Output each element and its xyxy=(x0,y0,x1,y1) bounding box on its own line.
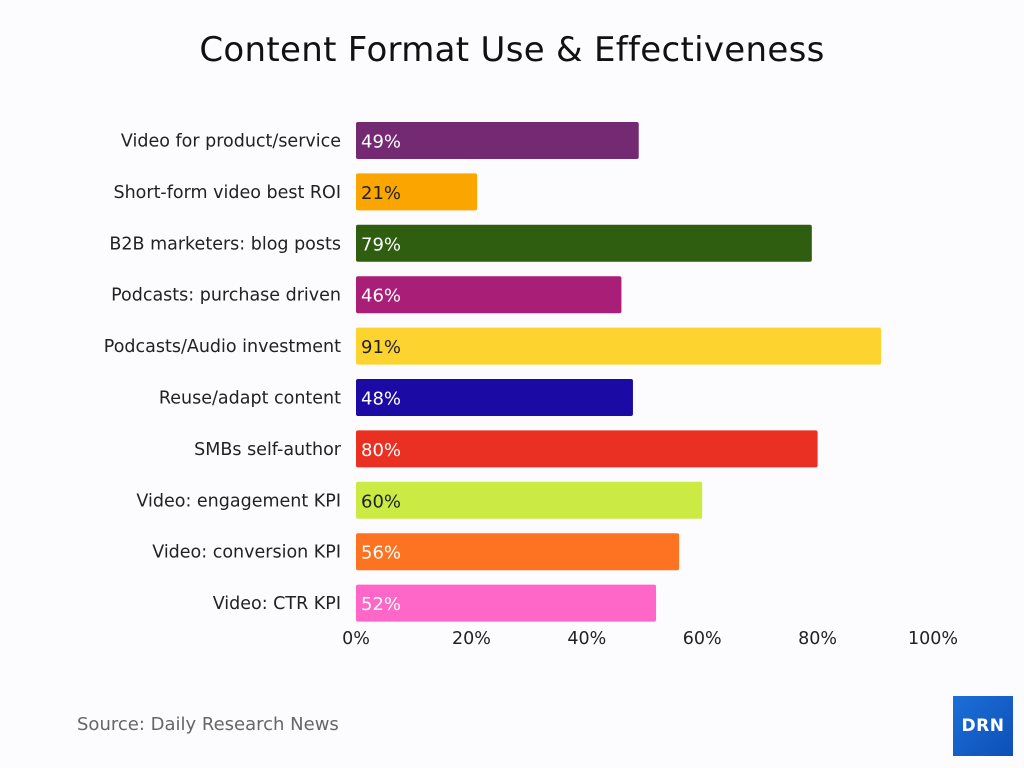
data-label: 60% xyxy=(361,491,401,512)
category-label: Reuse/adapt content xyxy=(159,389,341,409)
data-label: 49% xyxy=(361,132,401,153)
x-tick-label: 0% xyxy=(342,629,370,649)
bar xyxy=(356,122,639,159)
category-label: Video: conversion KPI xyxy=(152,543,341,563)
category-label: Video for product/service xyxy=(121,132,341,152)
category-label: B2B marketers: blog posts xyxy=(109,234,341,254)
x-tick-label: 20% xyxy=(452,629,491,649)
data-label: 91% xyxy=(361,337,401,358)
bar xyxy=(356,533,680,571)
data-label: 21% xyxy=(361,183,401,204)
data-label: 56% xyxy=(361,543,401,564)
bar xyxy=(356,224,812,262)
bar xyxy=(356,379,633,416)
bar xyxy=(356,173,478,211)
category-label: Podcasts: purchase driven xyxy=(111,286,341,306)
data-label: 80% xyxy=(361,440,401,461)
x-tick-label: 80% xyxy=(798,629,837,649)
x-tick-label: 40% xyxy=(567,629,606,649)
category-label: Video: CTR KPI xyxy=(213,594,341,614)
x-tick-label: 60% xyxy=(683,629,722,649)
bar xyxy=(356,584,657,622)
category-label: SMBs self-author xyxy=(194,440,342,460)
data-label: 46% xyxy=(361,286,401,307)
category-label: Short-form video best ROI xyxy=(113,183,341,203)
source-note: Source: Daily Research News xyxy=(77,714,339,735)
chart-title: Content Format Use & Effectiveness xyxy=(199,30,825,70)
bar xyxy=(356,430,818,468)
category-label: Video: engagement KPI xyxy=(136,491,341,511)
bar xyxy=(356,327,882,365)
bar xyxy=(356,481,703,519)
drn-logo: DRN xyxy=(953,696,1013,756)
x-tick-label: 100% xyxy=(908,629,958,649)
logo-text: DRN xyxy=(961,716,1005,736)
category-label: Podcasts/Audio investment xyxy=(104,337,341,357)
data-label: 52% xyxy=(361,594,401,615)
data-label: 48% xyxy=(361,389,401,410)
data-label: 79% xyxy=(361,234,401,255)
bar xyxy=(356,276,622,314)
